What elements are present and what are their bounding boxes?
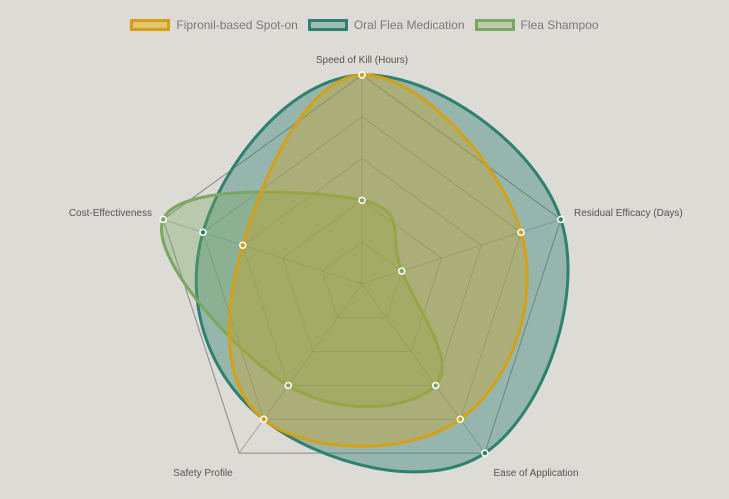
data-point[interactable] bbox=[481, 449, 489, 457]
legend-label: Flea Shampoo bbox=[520, 18, 599, 32]
legend-swatch-shampoo bbox=[474, 19, 515, 31]
data-point[interactable] bbox=[456, 415, 465, 424]
data-point[interactable] bbox=[358, 196, 366, 205]
axis-label-cost: Cost-Effectiveness bbox=[69, 208, 152, 219]
data-point[interactable] bbox=[358, 71, 366, 79]
data-point[interactable] bbox=[557, 215, 565, 224]
data-point[interactable] bbox=[517, 228, 525, 237]
data-point[interactable] bbox=[284, 381, 293, 390]
data-point[interactable] bbox=[199, 228, 207, 237]
series-fipronil bbox=[227, 73, 529, 448]
axis-label-speed: Speed of Kill (Hours) bbox=[316, 55, 408, 66]
data-point[interactable] bbox=[431, 381, 440, 390]
grid-ring bbox=[321, 241, 403, 319]
legend-item-fipronil[interactable]: Fipronil-based Spot-on bbox=[130, 18, 298, 32]
radar-points bbox=[159, 71, 565, 457]
series-oral bbox=[194, 73, 570, 474]
data-point[interactable] bbox=[259, 415, 268, 424]
chart-legend: Fipronil-based Spot-on Oral Flea Medicat… bbox=[0, 18, 729, 32]
data-point[interactable] bbox=[238, 241, 247, 249]
data-point[interactable] bbox=[159, 215, 167, 224]
legend-item-shampoo[interactable]: Flea Shampoo bbox=[474, 18, 599, 32]
legend-label: Fipronil-based Spot-on bbox=[176, 18, 298, 32]
grid-ring bbox=[162, 74, 562, 454]
legend-swatch-fipronil bbox=[130, 19, 171, 31]
grid-ring bbox=[281, 199, 443, 353]
legend-label: Oral Flea Medication bbox=[353, 18, 465, 32]
legend-swatch-oral bbox=[307, 19, 348, 31]
grid-spoke bbox=[361, 218, 561, 285]
grid-ring bbox=[242, 157, 482, 386]
axis-label-safety: Safety Profile bbox=[173, 468, 233, 479]
grid-spoke bbox=[361, 283, 486, 454]
radar-series bbox=[160, 73, 570, 474]
grid-spoke bbox=[163, 218, 363, 285]
axis-label-ease: Ease of Application bbox=[493, 468, 578, 479]
axis-label-residual: Residual Efficacy (Days) bbox=[574, 208, 683, 219]
data-point[interactable] bbox=[398, 267, 406, 275]
legend-item-oral[interactable]: Oral Flea Medication bbox=[307, 18, 465, 32]
grid-ring bbox=[202, 116, 522, 420]
radar-grid bbox=[162, 74, 562, 454]
grid-spoke bbox=[238, 283, 363, 454]
